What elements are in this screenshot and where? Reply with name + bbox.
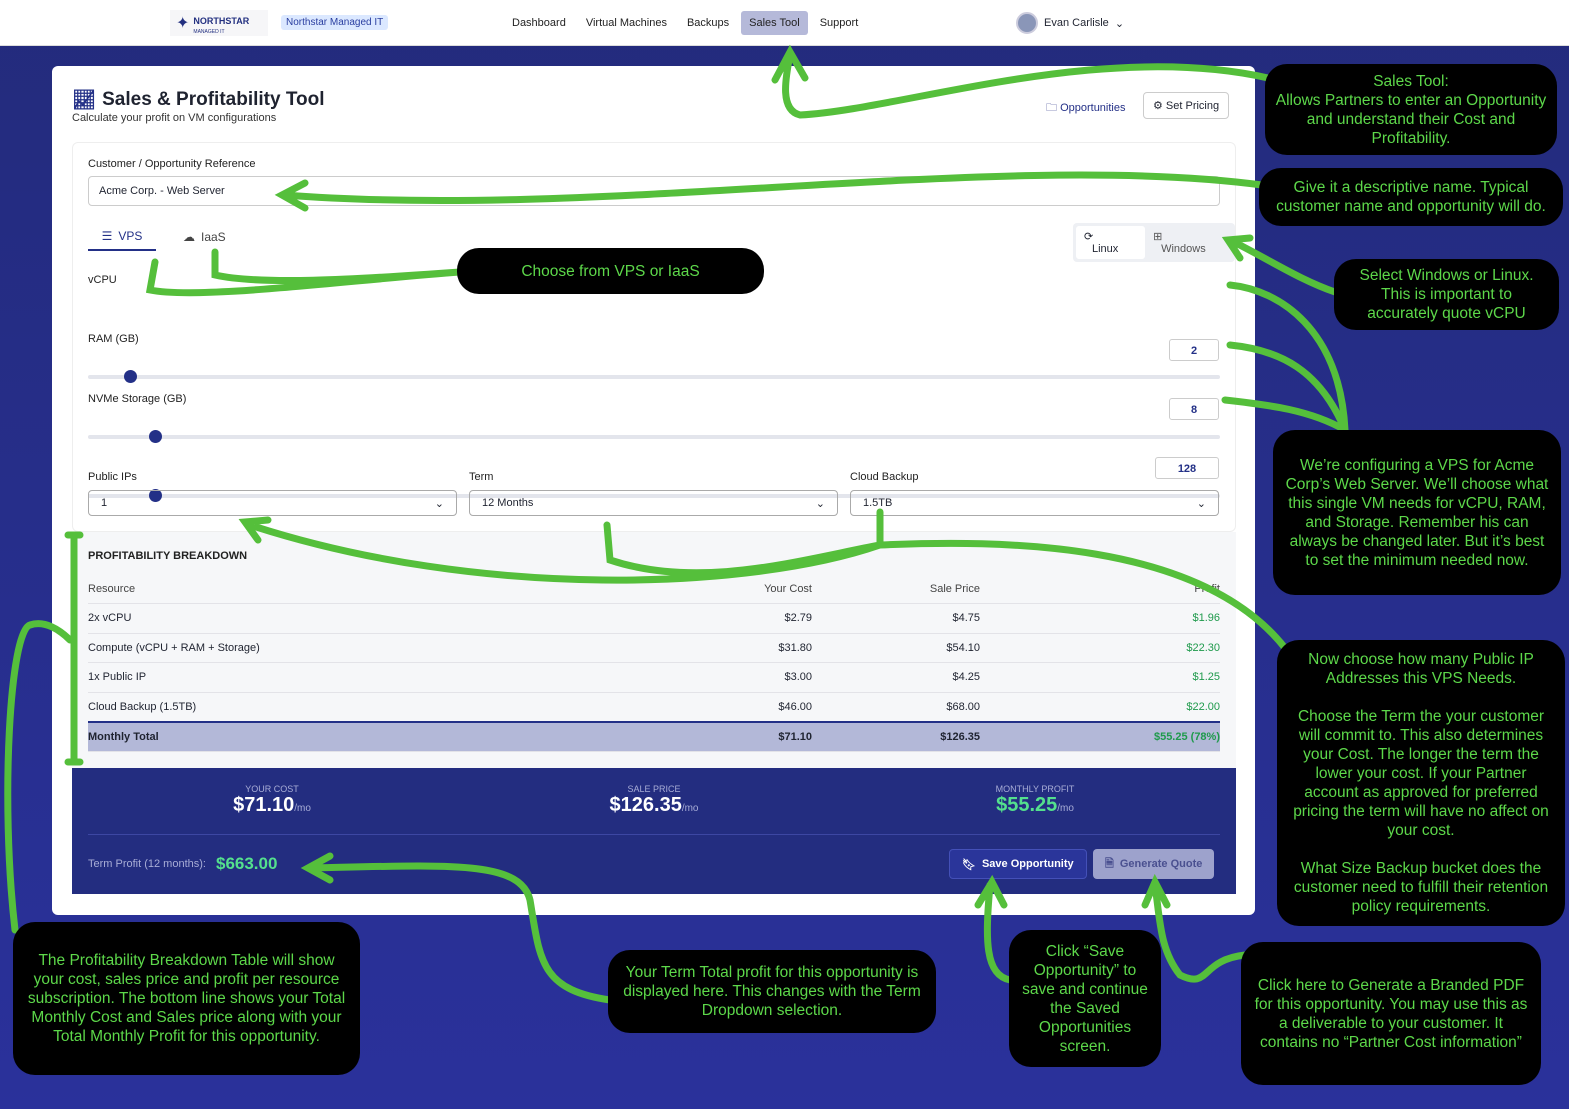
your-cost-summary: YOUR COST $71.10/mo: [233, 784, 311, 816]
avatar: [1016, 12, 1038, 34]
summary-panel: YOUR COST $71.10/mo SALE PRICE $126.35/mo …: [72, 768, 1236, 894]
callout-table: The Profitability Breakdown Table will s…: [13, 922, 360, 1075]
callout-sales-tool: Sales Tool: Allows Partners to enter an …: [1265, 64, 1557, 155]
divider: [88, 834, 1220, 835]
ram-slider[interactable]: [88, 430, 1220, 443]
generate-quote-button[interactable]: 🗎 Generate Quote: [1093, 849, 1215, 879]
callout-term-profit: Your Term Total profit for this opportun…: [608, 950, 936, 1033]
storage-input[interactable]: 128: [1155, 457, 1219, 479]
page-subtitle: Calculate your profit on VM configuratio…: [72, 112, 277, 124]
callout-config: We’re configuring a VPS for Acme Corp’s …: [1273, 430, 1561, 595]
callout-vps: Choose from VPS or IaaS: [457, 248, 764, 294]
term-label: Term: [469, 471, 494, 483]
logo[interactable]: ✦ NORTHSTAR MANAGED IT: [170, 10, 268, 36]
chart-line-icon: 📈︎: [72, 90, 97, 111]
breakdown-title: PROFITABILITY BREAKDOWN: [88, 550, 248, 562]
callout-name: Give it a descriptive name. Typical cust…: [1259, 168, 1563, 226]
table-row: Cloud Backup (1.5TB) $46.00 $68.00 $22.00: [88, 692, 1220, 722]
profitability-breakdown: PROFITABILITY BREAKDOWN Resource Your Cos…: [72, 532, 1236, 768]
opportunities-link[interactable]: 🗀 Opportunities: [1046, 102, 1126, 114]
nav-virtual-machines[interactable]: Virtual Machines: [585, 17, 667, 29]
customer-label: Customer / Opportunity Reference: [88, 158, 256, 170]
sales-tool-card: 📈︎ Sales & Profitability Tool Calculate y…: [52, 66, 1255, 915]
chevron-down-icon: ⌄: [1114, 17, 1125, 30]
public-ips-label: Public IPs: [88, 471, 137, 483]
save-opportunity-button[interactable]: 🔖︎ Save Opportunity: [949, 849, 1087, 879]
table-row: Compute (vCPU + RAM + Storage) $31.80 $54.…: [88, 633, 1220, 663]
gear-icon: ⚙: [1153, 100, 1166, 112]
top-nav: ✦ NORTHSTAR MANAGED IT Northstar Managed I…: [0, 0, 1569, 46]
server-icon: ☰: [101, 229, 113, 243]
user-name: Evan Carlisle: [1044, 17, 1109, 29]
chevron-down-icon: ⌄: [434, 497, 444, 510]
star-icon: ✦: [176, 15, 190, 32]
customer-input[interactable]: Acme Corp. - Web Server: [88, 176, 1220, 206]
nav-dashboard[interactable]: Dashboard: [512, 17, 566, 29]
tab-vps[interactable]: ☰ VPS: [88, 223, 156, 251]
ram-input[interactable]: 8: [1169, 398, 1219, 420]
nav-sales-tool[interactable]: Sales Tool: [741, 11, 808, 35]
os-toggle: ⟳ Linux ⊞ Windows: [1073, 223, 1235, 262]
vcpu-slider[interactable]: [88, 370, 1220, 383]
user-menu[interactable]: Evan Carlisle ⌄: [1016, 12, 1124, 34]
tab-iaas[interactable]: ☁ IaaS: [183, 230, 226, 244]
term-select[interactable]: 12 Months ⌄: [469, 490, 838, 516]
storage-slider-thumb[interactable]: [149, 489, 162, 502]
os-linux[interactable]: ⟳ Linux: [1076, 226, 1146, 259]
ram-slider-thumb[interactable]: [149, 430, 162, 443]
table-row: 1x Public IP $3.00 $4.25 $1.25: [88, 662, 1220, 693]
table-header: Resource Your Cost Sale Price Profit: [88, 574, 1220, 604]
bookmark-icon: 🔖︎: [962, 858, 976, 871]
table-row: 2x vCPU $2.79 $4.75 $1.96: [88, 603, 1220, 634]
set-pricing-button[interactable]: ⚙ Set Pricing: [1143, 92, 1230, 119]
callout-save: Click “Save Opportunity” to save and con…: [1009, 930, 1161, 1067]
vcpu-label: vCPU: [88, 274, 117, 286]
vcpu-input[interactable]: 2: [1169, 339, 1219, 361]
os-windows[interactable]: ⊞ Windows: [1153, 231, 1206, 255]
backup-select[interactable]: 1.5TB ⌄: [850, 490, 1219, 516]
callout-ips-term-backup: Now choose how many Public IP Addresses …: [1277, 640, 1565, 926]
page-title: 📈︎ Sales & Profitability Tool: [72, 89, 325, 111]
vcpu-slider-thumb[interactable]: [124, 370, 137, 383]
breakdown-table: Resource Your Cost Sale Price Profit 2x vCP…: [88, 574, 1220, 752]
chevron-down-icon: ⌄: [1196, 497, 1206, 510]
sale-price-summary: SALE PRICE $126.35/mo: [609, 784, 699, 816]
chevron-down-icon: ⌄: [815, 497, 825, 510]
public-ips-select[interactable]: 1 ⌄: [88, 490, 457, 516]
cloud-icon: ☁: [183, 230, 195, 244]
pdf-icon: 🗎: [1105, 857, 1114, 870]
backup-label: Cloud Backup: [850, 471, 919, 483]
total-row: Monthly Total $71.10 $126.35 $55.25 (78%): [88, 720, 1220, 752]
callout-quote: Click here to Generate a Branded PDF for…: [1241, 942, 1541, 1085]
nav-backups[interactable]: Backups: [686, 17, 730, 29]
nav-support[interactable]: Support: [819, 17, 859, 29]
configuration-panel: Customer / Opportunity Reference Acme Co…: [72, 142, 1236, 532]
callout-os: Select Windows or Linux. This is importa…: [1334, 259, 1559, 330]
ram-label: RAM (GB): [88, 333, 139, 345]
storage-slider[interactable]: [88, 489, 1220, 502]
org-badge: Northstar Managed IT: [281, 15, 389, 30]
storage-label: NVMe Storage (GB): [88, 393, 187, 405]
term-profit: Term Profit (12 months): $663.00: [88, 854, 278, 873]
folder-icon: 🗀: [1046, 102, 1061, 114]
monthly-profit-summary: MONTHLY PROFIT $55.25/mo: [995, 784, 1075, 816]
